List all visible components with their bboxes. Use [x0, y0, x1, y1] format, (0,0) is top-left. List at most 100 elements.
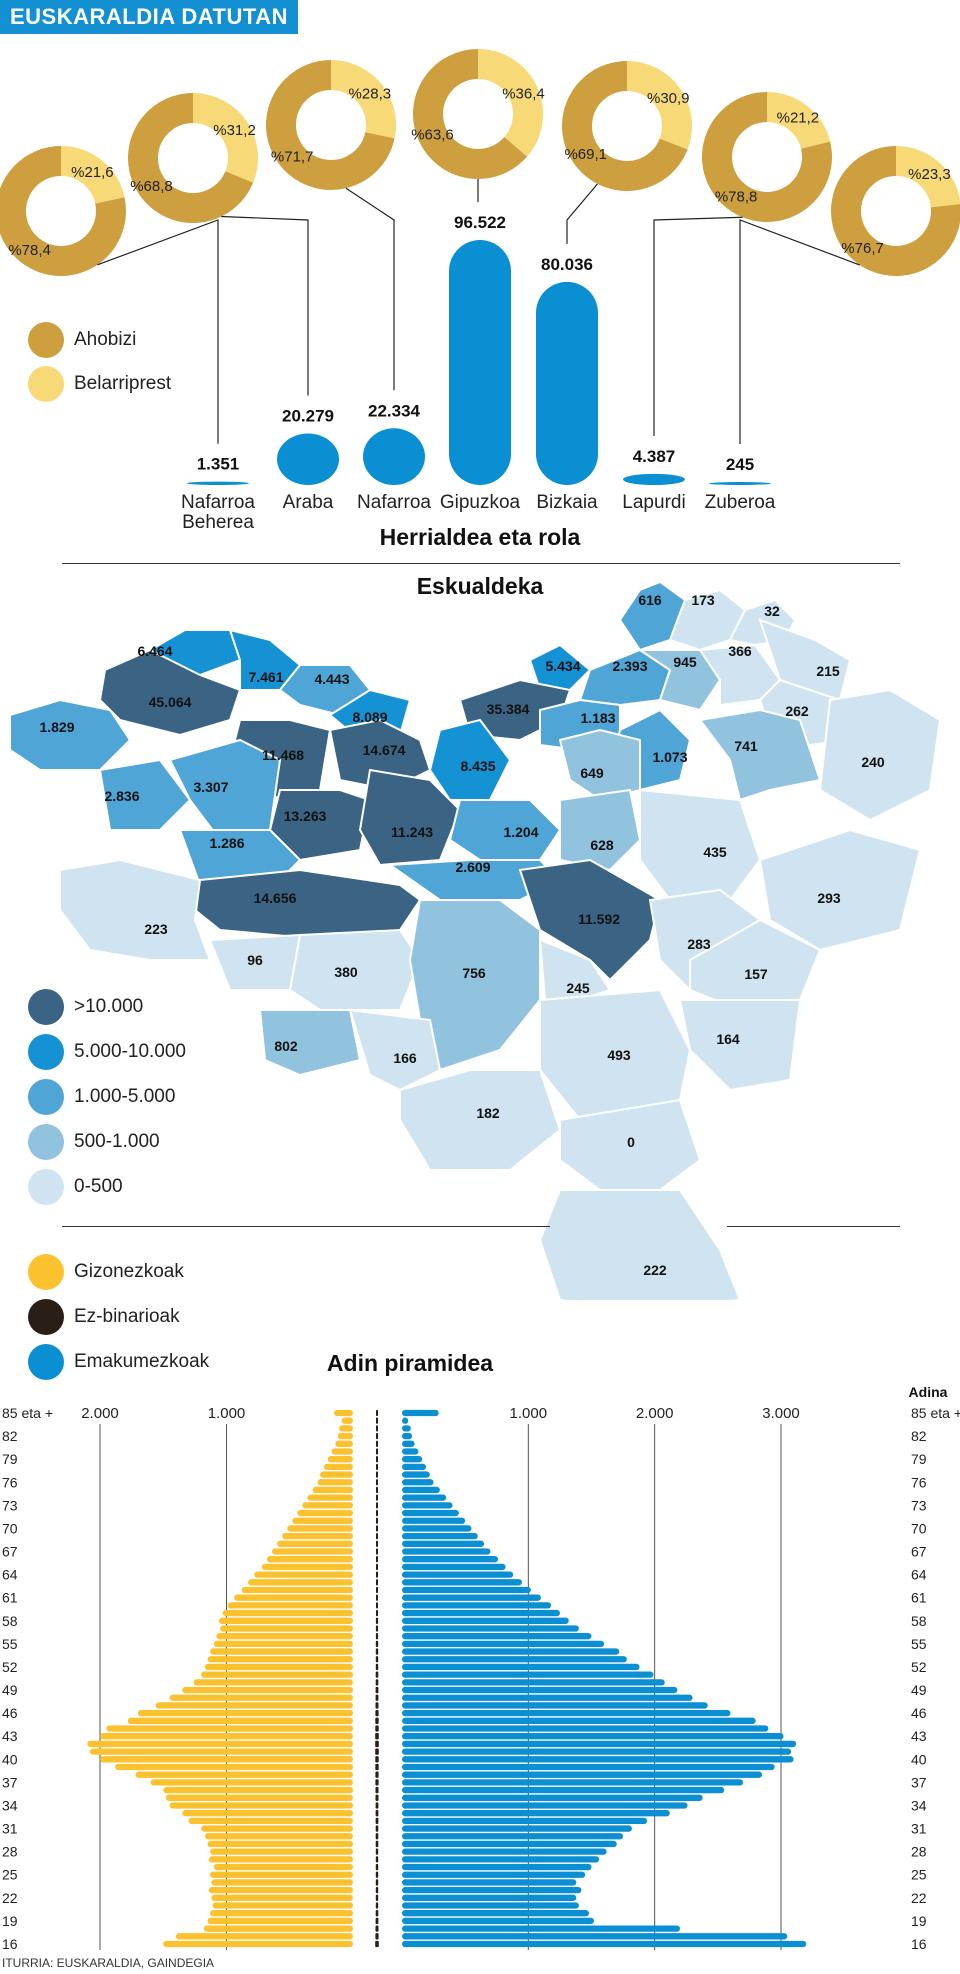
tick-right-1: 1.000: [510, 1405, 548, 1422]
bar-emakumezkoak-79: [402, 1456, 423, 1463]
bar-ez-binarioak-56: [375, 1633, 379, 1640]
donut-ahobizi-nafarroa-beherea: [0, 146, 126, 276]
map-value-39: 96: [247, 952, 263, 968]
bar-ez-binarioak-61: [376, 1594, 378, 1601]
legend-label-belarriprest: Belarriprest: [74, 373, 172, 394]
bar-gizonezkoak-64: [254, 1571, 353, 1578]
bar-gizonezkoak-83: [339, 1425, 353, 1432]
bar-emakumezkoak-31: [402, 1825, 632, 1832]
map-value-16: 262: [785, 703, 809, 719]
map-value-19: 14.674: [363, 742, 406, 758]
bar-gizonezkoak-72: [297, 1509, 353, 1517]
age-label-left-4: 76: [2, 1474, 18, 1490]
map-value-45: 802: [274, 1038, 298, 1054]
bar-ez-binarioak-18: [375, 1925, 379, 1932]
bar-gizonezkoak-41: [89, 1748, 353, 1755]
bar-gizonezkoak-39: [115, 1763, 354, 1771]
bar-gizonezkoak-50: [193, 1679, 353, 1686]
bar-gizonezkoak-80: [331, 1448, 353, 1455]
map-region-50: [538, 1189, 742, 1300]
age-label-left-2: 82: [2, 1428, 18, 1444]
bar-ez-binarioak-73: [376, 1502, 378, 1509]
age-label-left-12: 52: [2, 1659, 18, 1675]
bar-gizonezkoak-16: [163, 1940, 353, 1948]
bar-ez-binarioak-75: [376, 1486, 378, 1494]
bar-emakumezkoak-83: [402, 1425, 411, 1432]
bar-emakumezkoak-85+: [402, 1409, 439, 1417]
bar-emakumezkoak-76: [402, 1479, 434, 1486]
map-value-2: 173: [691, 592, 715, 608]
map-legend-label-2: 5.000-10.000: [74, 1041, 186, 1062]
bar-gizonezkoak-20: [210, 1910, 353, 1917]
map-legend-label-5: 0-500: [74, 1176, 123, 1197]
bar-emakumezkoak-42: [402, 1740, 797, 1748]
donut-belarriprest-zuberoa: [895, 146, 960, 209]
age-label-right-15: 43: [911, 1728, 927, 1744]
page-banner: EUSKARALDIA DATUTAN: [0, 0, 298, 34]
age-label-right-23: 19: [911, 1913, 927, 1929]
bar-ez-binarioak-45: [375, 1717, 379, 1724]
bar-gizonezkoak-19: [207, 1917, 353, 1925]
bar-ez-binarioak-37: [375, 1779, 379, 1786]
divider-top: [62, 563, 900, 564]
bar-ez-binarioak-70: [376, 1525, 378, 1532]
bar-emakumezkoak-19: [402, 1917, 595, 1925]
bar-emakumezkoak-56: [402, 1633, 592, 1640]
bar-ez-binarioak-55: [375, 1640, 379, 1648]
map-value-23: 240: [861, 754, 885, 770]
bar-ez-binarioak-68: [376, 1540, 378, 1547]
category-label-nafarroa-beherea: Nafarroa: [181, 492, 255, 513]
connector-nafarroa: [345, 187, 395, 391]
bar-emakumezkoak-48: [402, 1694, 693, 1701]
donut-ahobizi-zuberoa: [831, 146, 960, 276]
bar-ez-binarioak-71: [376, 1517, 378, 1524]
bar-emakumezkoak-18: [402, 1925, 680, 1932]
map-value-11: 215: [816, 663, 840, 679]
donut-belarriprest-araba: [192, 93, 258, 183]
bar-ez-binarioak-46: [375, 1709, 379, 1717]
bar-gizonezkoak-32: [188, 1817, 353, 1825]
map-value-10: 366: [728, 643, 752, 659]
bar-gizonezkoak-34: [169, 1802, 353, 1809]
bar-emakumezkoak-84: [402, 1417, 409, 1424]
age-label-right-20: 28: [911, 1844, 927, 1860]
map-value-1: 616: [638, 592, 662, 608]
bar-emakumezkoak-75: [402, 1486, 440, 1494]
age-label-right-21: 25: [911, 1867, 927, 1883]
legend-item-emakumezkoak: Emakumezkoak: [28, 1344, 209, 1380]
bar-gizonezkoak-28: [210, 1848, 353, 1855]
bar-ez-binarioak-58: [375, 1617, 379, 1624]
map-legend-item-1: >10.000: [28, 989, 143, 1025]
bar-gizonezkoak-55: [213, 1640, 353, 1648]
map-value-17: 1.829: [39, 719, 74, 735]
bar-emakumezkoak-57: [402, 1625, 579, 1632]
bar-gizonezkoak-31: [201, 1825, 353, 1832]
bar-nafarroa: [363, 428, 425, 485]
map-legend-swatch-3: [28, 1079, 64, 1115]
bar-ez-binarioak-25: [375, 1871, 379, 1878]
category-label-gipuzkoa: Gipuzkoa: [440, 492, 521, 513]
bar-ez-binarioak-40: [375, 1756, 379, 1763]
bar-ez-binarioak-84: [376, 1417, 378, 1424]
bar-gizonezkoak-40: [100, 1756, 353, 1763]
bar-ez-binarioak-81: [376, 1440, 378, 1447]
bar-gizonezkoak-47: [155, 1702, 353, 1709]
bar-gizonezkoak-38: [135, 1771, 353, 1778]
map-value-7: 5.434: [545, 658, 580, 674]
age-label-left-20: 28: [2, 1844, 18, 1860]
bar-emakumezkoak-52: [402, 1663, 640, 1671]
map-value-46: 166: [393, 1050, 417, 1066]
legend-label-ez-binarioak: Ez-binarioak: [74, 1306, 180, 1327]
bar-ez-binarioak-39: [375, 1763, 379, 1771]
bar-value-gipuzkoa: 96.522: [454, 213, 506, 232]
bar-ez-binarioak-21: [375, 1902, 379, 1909]
map-region-23: [818, 688, 942, 822]
bar-gizonezkoak-76: [317, 1479, 353, 1486]
bar-emakumezkoak-77: [402, 1471, 430, 1478]
pyramid-y-axis-title: Adina: [909, 1384, 948, 1400]
bar-ez-binarioak-51: [375, 1671, 379, 1678]
bar-gizonezkoak-84: [341, 1417, 353, 1424]
map-region-35: [518, 858, 662, 982]
bar-bizkaia: [536, 281, 598, 485]
donut-ahobizi-araba: [128, 93, 254, 223]
